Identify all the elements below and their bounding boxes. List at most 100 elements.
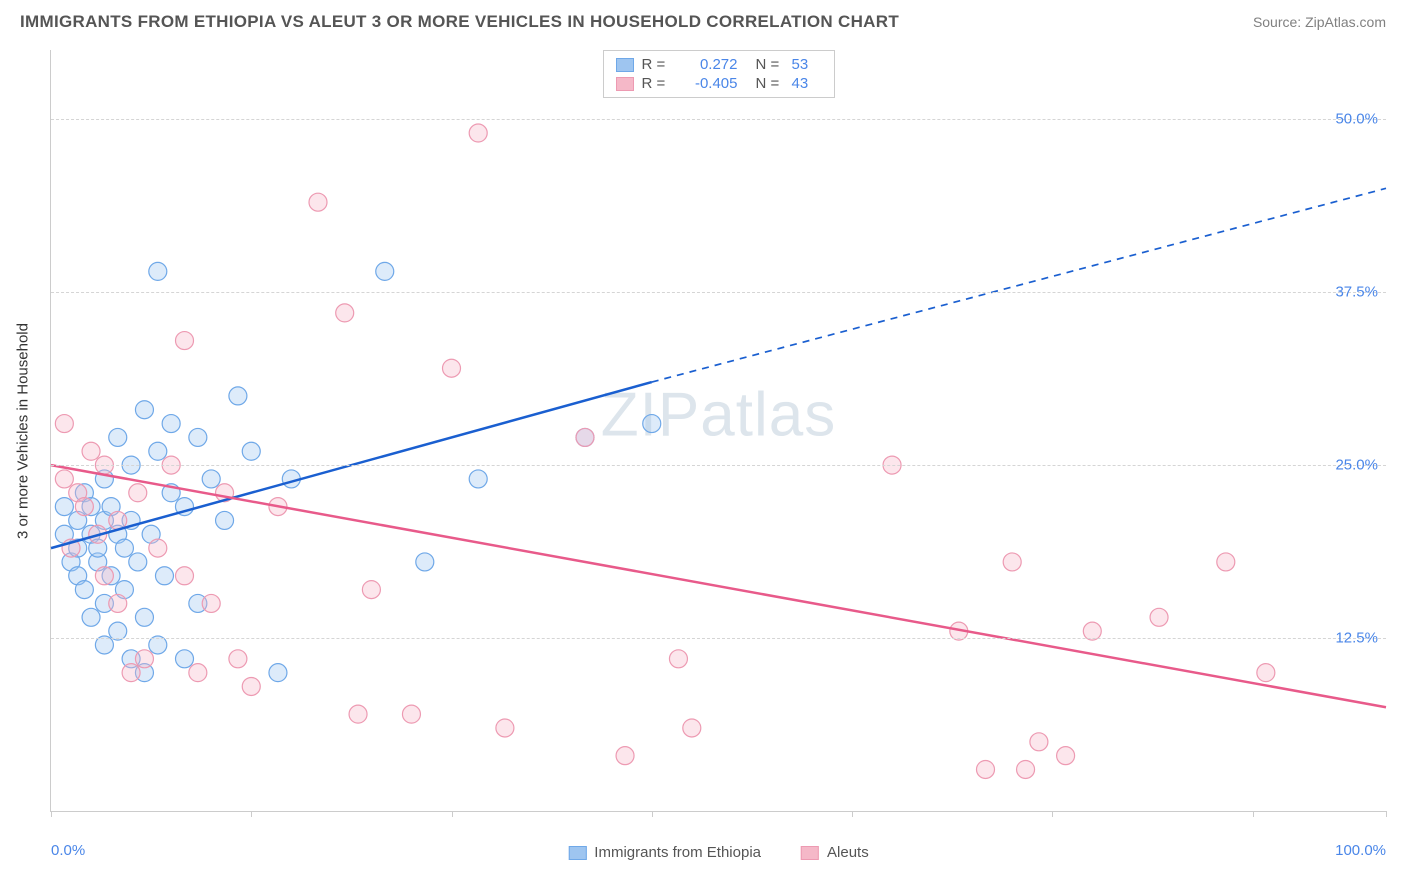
data-point: [55, 498, 73, 516]
series-legend: Immigrants from Ethiopia Aleuts: [568, 844, 868, 861]
legend-label: Immigrants from Ethiopia: [594, 844, 761, 861]
n-value: 43: [792, 75, 822, 92]
data-point: [1017, 760, 1035, 778]
data-point: [115, 539, 133, 557]
x-tick: [51, 811, 52, 817]
data-point: [189, 664, 207, 682]
data-point: [75, 581, 93, 599]
data-point: [1217, 553, 1235, 571]
data-point: [109, 594, 127, 612]
data-point: [1150, 608, 1168, 626]
chart-title: IMMIGRANTS FROM ETHIOPIA VS ALEUT 3 OR M…: [20, 12, 899, 32]
data-point: [402, 705, 420, 723]
data-point: [155, 567, 173, 585]
data-point: [309, 193, 327, 211]
data-point: [616, 747, 634, 765]
data-point: [443, 359, 461, 377]
data-point: [135, 401, 153, 419]
data-point: [176, 650, 194, 668]
data-point: [496, 719, 514, 737]
data-point: [135, 650, 153, 668]
r-value: 0.272: [678, 56, 738, 73]
x-tick-label: 0.0%: [51, 842, 85, 859]
data-point: [202, 594, 220, 612]
trend-line: [51, 465, 1386, 707]
correlation-chart: 3 or more Vehicles in Household ZIPatlas…: [50, 50, 1386, 812]
data-point: [229, 387, 247, 405]
data-point: [643, 415, 661, 433]
data-point: [669, 650, 687, 668]
data-point: [469, 124, 487, 142]
gridline: [51, 119, 1386, 120]
data-point: [1057, 747, 1075, 765]
data-point: [336, 304, 354, 322]
data-point: [376, 262, 394, 280]
data-point: [362, 581, 380, 599]
data-point: [576, 428, 594, 446]
trend-line-ext: [652, 188, 1386, 382]
r-label: R =: [642, 75, 670, 92]
x-tick: [251, 811, 252, 817]
data-point: [55, 415, 73, 433]
data-point: [977, 760, 995, 778]
legend-swatch: [616, 77, 634, 91]
y-tick-label: 50.0%: [1335, 111, 1378, 128]
x-tick: [1052, 811, 1053, 817]
r-label: R =: [642, 56, 670, 73]
legend-swatch: [801, 846, 819, 860]
y-tick-label: 25.0%: [1335, 457, 1378, 474]
data-point: [95, 567, 113, 585]
data-point: [129, 553, 147, 571]
y-tick-label: 12.5%: [1335, 630, 1378, 647]
data-point: [1003, 553, 1021, 571]
data-point: [149, 539, 167, 557]
legend-label: Aleuts: [827, 844, 869, 861]
data-point: [216, 511, 234, 529]
plot-svg: [51, 50, 1386, 811]
data-point: [1257, 664, 1275, 682]
x-tick: [1253, 811, 1254, 817]
data-point: [1030, 733, 1048, 751]
y-axis-title: 3 or more Vehicles in Household: [15, 323, 32, 539]
data-point: [55, 470, 73, 488]
x-tick: [652, 811, 653, 817]
r-value: -0.405: [678, 75, 738, 92]
stat-legend: R = 0.272 N = 53 R = -0.405 N = 43: [603, 50, 835, 98]
legend-item: Immigrants from Ethiopia: [568, 844, 761, 861]
data-point: [683, 719, 701, 737]
n-label: N =: [756, 56, 784, 73]
source-label: Source: ZipAtlas.com: [1253, 14, 1386, 30]
data-point: [242, 677, 260, 695]
n-label: N =: [756, 75, 784, 92]
data-point: [135, 608, 153, 626]
data-point: [82, 442, 100, 460]
x-tick: [1386, 811, 1387, 817]
data-point: [469, 470, 487, 488]
stat-legend-row: R = 0.272 N = 53: [616, 55, 822, 74]
n-value: 53: [792, 56, 822, 73]
data-point: [82, 608, 100, 626]
data-point: [349, 705, 367, 723]
data-point: [109, 428, 127, 446]
y-tick-label: 37.5%: [1335, 284, 1378, 301]
data-point: [242, 442, 260, 460]
x-tick: [452, 811, 453, 817]
legend-swatch: [568, 846, 586, 860]
gridline: [51, 292, 1386, 293]
gridline: [51, 465, 1386, 466]
gridline: [51, 638, 1386, 639]
data-point: [149, 262, 167, 280]
data-point: [269, 664, 287, 682]
x-tick: [852, 811, 853, 817]
data-point: [416, 553, 434, 571]
stat-legend-row: R = -0.405 N = 43: [616, 74, 822, 93]
data-point: [122, 664, 140, 682]
x-tick-label: 100.0%: [1335, 842, 1386, 859]
data-point: [176, 567, 194, 585]
data-point: [189, 428, 207, 446]
legend-swatch: [616, 58, 634, 72]
data-point: [162, 415, 180, 433]
data-point: [149, 442, 167, 460]
data-point: [129, 484, 147, 502]
legend-item: Aleuts: [801, 844, 869, 861]
